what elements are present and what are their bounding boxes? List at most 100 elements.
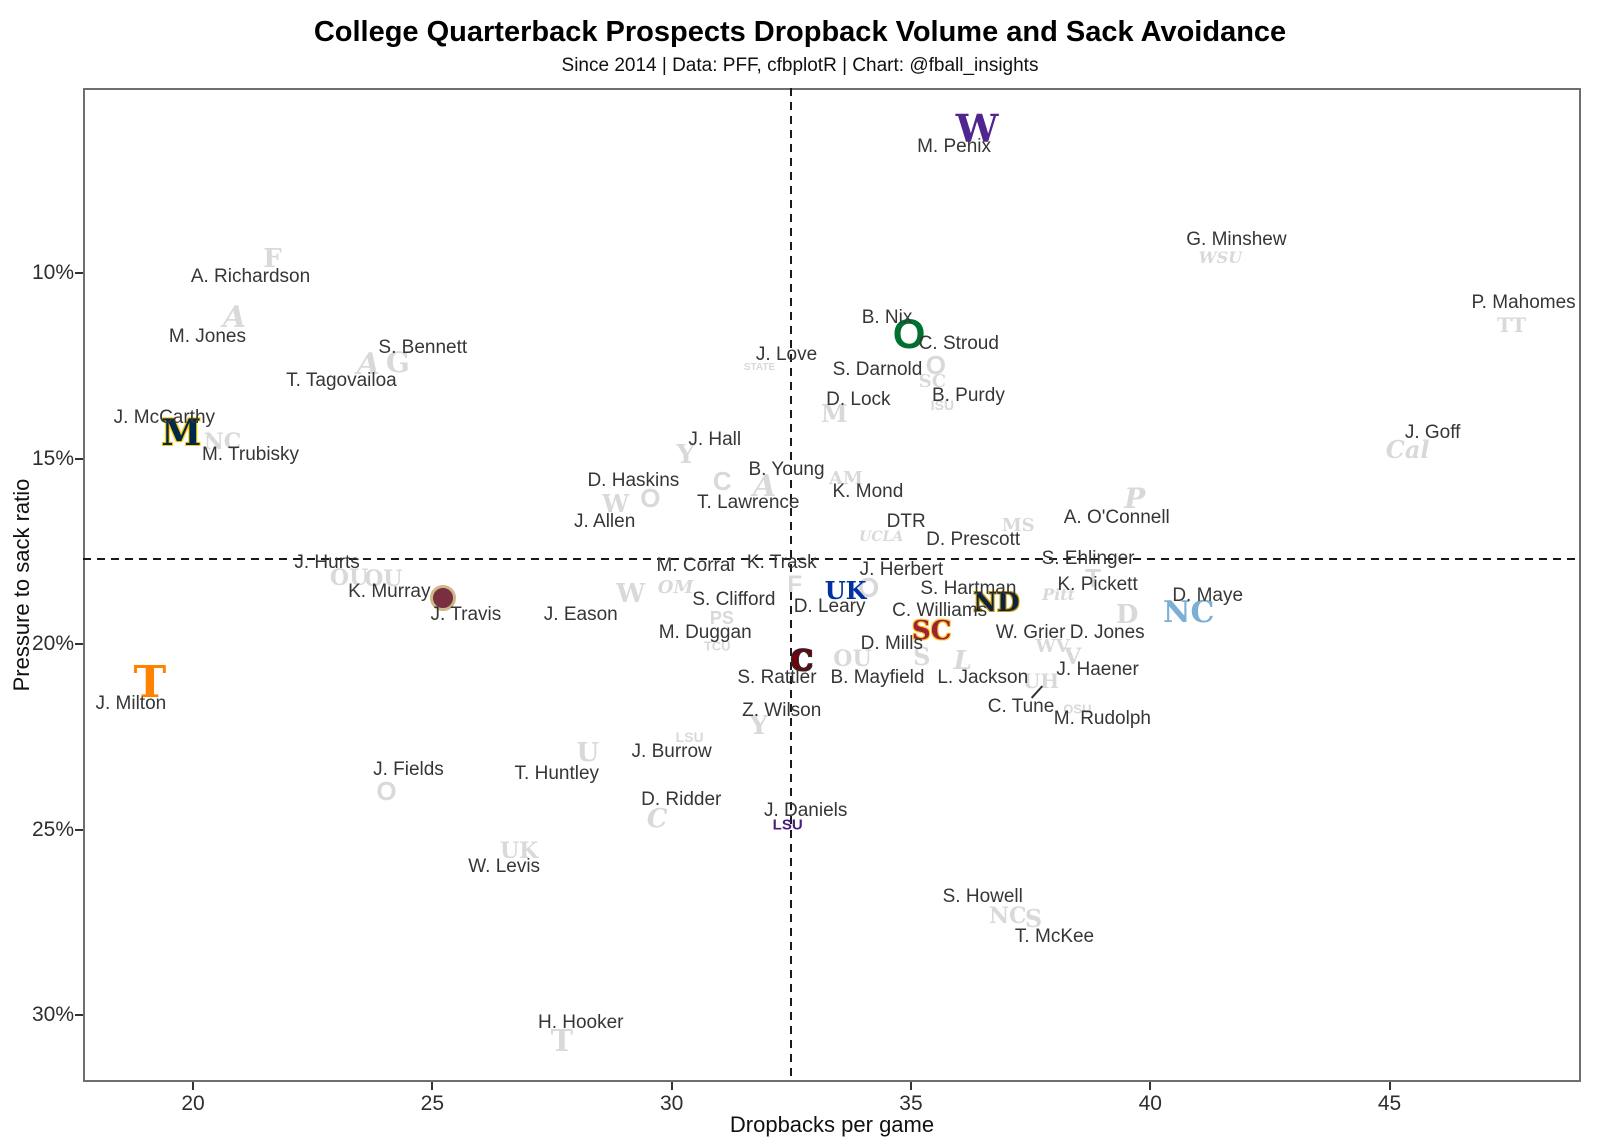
x-axis-tick [670,1082,673,1090]
player-label: M. Corral [656,555,735,577]
player-label: T. Huntley [514,763,600,785]
player-label: J. Allen [574,510,636,532]
purdue-logo-icon: P [1124,482,1146,516]
usc-logo-icon: SC [918,370,947,392]
iowa-state-logo-icon: ISU [930,396,955,413]
missouri-logo-icon: M [821,398,848,428]
player-label: B. Nix [861,306,913,328]
north-carolina-logo-icon: NC [988,902,1027,929]
player-label: M. Duggan [658,622,752,644]
x-tick-label: 45 [1377,1092,1402,1115]
chart-title: College Quarterback Prospects Dropback V… [313,16,1287,48]
player-label: D. Prescott [926,529,1021,551]
oklahoma-logo-icon: OU [329,564,369,591]
player-label: T. Lawrence [697,492,800,514]
y-tick-label: 30% [31,1003,74,1027]
utah-logo-icon: U [576,738,600,769]
oregon-logo-icon: O [892,309,926,357]
clemson-logo-icon: C [712,466,732,497]
player-label: A. O'Connell [1063,507,1170,529]
player-label: J. Travis [430,603,502,625]
player-label: K. Mond [832,481,904,503]
louisville-logo-icon: L [953,645,972,676]
south-carolina-logo-icon: C [790,643,814,677]
alabama-logo-icon: A [356,347,381,382]
california-logo-icon: Cal [1385,434,1430,464]
chart-subtitle: Since 2014 | Data: PFF, cfbplotR | Chart… [561,55,1039,76]
oregon-logo-icon: O [857,572,880,604]
kentucky-logo-icon: UK [824,576,867,606]
north-carolina-logo-icon: NC [203,429,242,456]
player-label: J. Daniels [763,800,848,822]
georgia-logo-icon: G [385,345,410,379]
x-axis-tick [431,1082,434,1090]
player-label: Z. Wilson [742,700,822,722]
player-label: S. Hartman [920,577,1017,599]
cincinnati-logo-icon: C [646,804,668,835]
ohio-state-logo-icon: O [640,483,661,514]
ohio-state-logo-icon: O [376,776,397,807]
notre-dame-logo-icon: ND [973,587,1020,618]
player-label: G. Minshew [1186,229,1287,251]
wyoming-logo-icon: W [602,488,630,518]
oklahoma-state-logo-icon: OSU [1063,701,1092,717]
player-label: J. Hall [688,429,742,451]
x-tick-label: 35 [899,1092,923,1115]
y-tick-label: 15% [31,446,74,470]
player-label: A. Richardson [190,266,311,288]
player-label: D. Mills [860,633,923,655]
player-label: H. Hooker [537,1011,624,1033]
player-label: S. Clifford [692,588,776,610]
player-label: J. Haener [1056,659,1139,681]
player-label: J. McCarthy [113,407,216,429]
player-label: M. Penix [917,136,991,158]
x-axis-tick [1388,1082,1391,1090]
player-label: J. Love [755,344,818,366]
y-axis-tick [75,457,83,460]
washington-logo-icon: W [616,578,646,609]
x-tick-label: 25 [420,1092,445,1115]
y-tick-label: 20% [31,632,74,656]
byu-logo-icon: Y [676,440,696,471]
stanford-logo-icon: S [913,642,931,672]
oklahoma-logo-icon: OU [833,645,872,672]
player-label: J. Hurts [294,551,360,573]
texas-tech-logo-icon: TT [1497,313,1527,338]
florida-logo-icon: F [787,570,803,598]
player-label: J. Herbert [859,559,944,581]
player-label: J. Burrow [631,740,712,762]
plot-area [83,88,1581,1082]
mississippi-state-logo-icon: MS [1001,515,1035,537]
player-label: M. Rudolph [1053,707,1151,729]
player-label: T. McKee [1014,926,1095,948]
tennessee-logo-icon: T [133,656,167,708]
usc-logo-icon: SC [911,615,952,646]
houston-logo-icon: UH [1022,669,1060,694]
reference-line-vertical [790,88,793,1082]
player-label: S. Bennett [378,336,468,358]
duke-logo-icon: D [1115,600,1139,631]
lsu-logo-icon: LSU [675,728,704,745]
player-label: K. Trask [746,551,817,573]
player-label: D. Maye [1172,585,1244,607]
x-axis-tick [1149,1082,1152,1090]
florida-logo-icon: F [263,244,282,275]
player-label: C. Stroud [918,332,999,354]
player-label: M. Trubisky [201,444,300,466]
ucla-logo-icon: UCLA [859,528,904,545]
y-axis-label: Pressure to sack ratio [9,478,34,692]
michigan-logo-icon: M [161,412,202,455]
x-tick-label: 40 [1138,1092,1162,1115]
oklahoma-logo-icon: OU [364,566,403,593]
x-axis-tick [192,1082,195,1090]
player-label: W. Levis [468,855,541,877]
pittsburgh-logo-icon: Pitt [1042,585,1076,604]
washington-logo-icon: W [955,106,999,152]
x-axis-label: Dropbacks per game [729,1112,935,1137]
player-label: D. Haskins [587,470,680,492]
player-label: B. Mayfield [830,666,925,688]
player-label: J. Fields [373,759,444,781]
fresno-state-logo-icon: V [1064,644,1082,671]
y-axis-tick [75,643,83,646]
y-axis-tick [75,1014,83,1017]
